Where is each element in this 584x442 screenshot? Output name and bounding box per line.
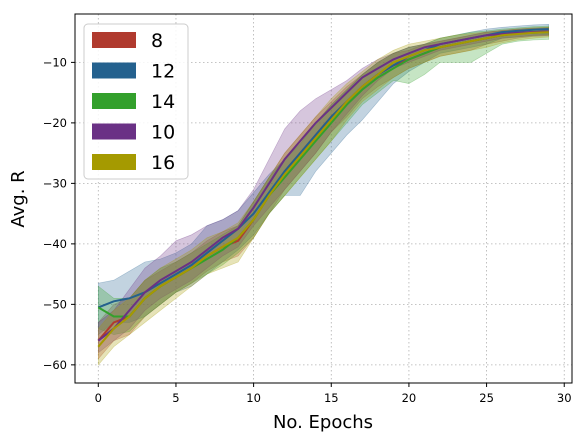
band-series-16 <box>98 26 550 366</box>
legend: 8 12 14 10 16 <box>83 23 189 180</box>
line-series-10 <box>97 30 549 342</box>
band-series-10 <box>98 27 550 354</box>
plot-frame <box>74 13 573 384</box>
x-tick-label: 0 <box>95 391 102 405</box>
line-series-16 <box>97 31 549 348</box>
x-tick-label: 25 <box>479 391 494 405</box>
axis-ticks: 0 5 10 15 20 25 30 −60 −50 −40 −30 −20 −10 <box>43 55 572 405</box>
legend-swatch-8 <box>92 32 136 48</box>
x-tick-label: 20 <box>402 391 417 405</box>
y-tick-label: −40 <box>43 237 67 251</box>
y-tick-label: −30 <box>43 176 67 190</box>
x-tick-label: 15 <box>324 391 339 405</box>
legend-swatch-12 <box>92 62 136 79</box>
mean-lines <box>97 28 549 348</box>
legend-swatch-16 <box>92 154 136 170</box>
x-tick-label: 5 <box>172 391 179 405</box>
y-tick-label: −60 <box>43 358 67 372</box>
band-series-8 <box>98 26 550 360</box>
x-axis-title: No. Epochs <box>273 412 373 433</box>
legend-swatch-10 <box>92 123 136 140</box>
y-tick-label: −10 <box>43 55 67 69</box>
y-tick-label: −50 <box>43 297 67 311</box>
x-tick-label: 30 <box>557 391 572 405</box>
legend-label-8: 8 <box>151 30 163 52</box>
y-tick-label: −20 <box>43 116 67 130</box>
legend-label-12: 12 <box>151 61 175 83</box>
legend-label-10: 10 <box>151 122 175 144</box>
legend-label-14: 14 <box>151 91 175 113</box>
legend-label-16: 16 <box>151 152 175 174</box>
legend-swatch-14 <box>92 93 136 109</box>
x-tick-label: 10 <box>246 391 261 405</box>
y-axis-title: Avg. R <box>8 170 29 227</box>
